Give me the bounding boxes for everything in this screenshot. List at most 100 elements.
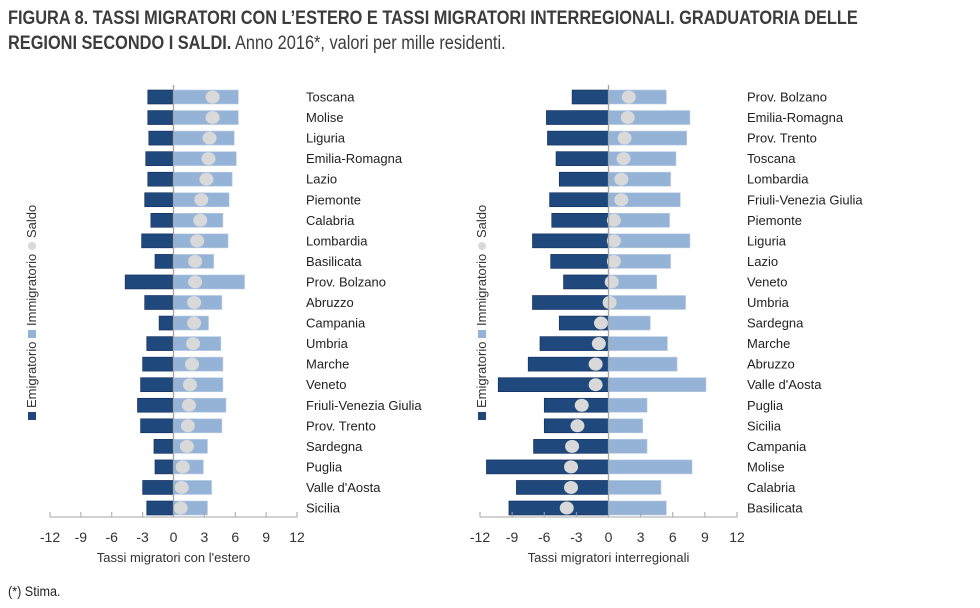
bar-immigratorio — [173, 418, 223, 434]
x-tick-label: -12 — [470, 529, 490, 545]
dot-saldo — [594, 316, 609, 330]
bar-immigratorio — [173, 397, 227, 413]
category-label: Valle d'Aosta — [747, 377, 822, 392]
bar-row: Umbria — [532, 295, 790, 310]
bar-row: Liguria — [532, 233, 787, 249]
legend-swatch-immigratorio — [478, 330, 486, 338]
bar-emigratorio — [549, 192, 609, 208]
category-label: Toscana — [306, 90, 355, 105]
bar-row: Umbria — [146, 336, 349, 351]
category-label: Marche — [747, 336, 790, 351]
bar-row: Prov. Trento — [547, 130, 817, 146]
dot-saldo — [194, 193, 209, 207]
bar-emigratorio — [148, 130, 174, 146]
legend-label: Immigratorio — [474, 254, 489, 326]
bar-emigratorio — [486, 459, 609, 475]
bar-emigratorio — [154, 459, 174, 475]
bar-emigratorio — [532, 233, 609, 249]
x-tick-label: 12 — [289, 529, 305, 545]
bar-emigratorio — [516, 480, 609, 495]
bar-emigratorio — [140, 418, 174, 434]
bar-immigratorio — [608, 356, 678, 372]
bar-row: Sardegna — [153, 439, 363, 454]
category-label: Sardegna — [306, 439, 363, 454]
bar-emigratorio — [558, 171, 609, 187]
x-tick-label: -3 — [136, 529, 149, 545]
x-axis-label: Tassi migratori interregionali — [528, 550, 690, 565]
dot-saldo — [574, 398, 589, 412]
category-label: Prov. Bolzano — [306, 274, 386, 289]
dot-saldo — [205, 90, 220, 104]
legend-label: Saldo — [24, 205, 39, 238]
legend-item: Immigratorio — [474, 254, 489, 338]
category-label: Sicilia — [306, 501, 341, 516]
x-tick-label: 3 — [200, 529, 208, 545]
dot-saldo — [175, 460, 190, 474]
bar-row: Abruzzo — [144, 295, 354, 310]
dot-saldo — [174, 480, 189, 494]
bar-row: Abruzzo — [527, 356, 795, 372]
category-label: Abruzzo — [747, 357, 795, 372]
bar-emigratorio — [141, 233, 174, 249]
category-label: Toscana — [747, 151, 796, 166]
bar-emigratorio — [144, 295, 174, 310]
bar-emigratorio — [146, 336, 174, 351]
bar-row: Puglia — [543, 398, 784, 413]
category-label: Veneto — [747, 274, 788, 289]
dot-saldo — [620, 111, 635, 125]
x-axis-label: Tassi migratori con l'estero — [97, 550, 250, 565]
category-label: Calabria — [306, 213, 355, 228]
bar-row: Sardegna — [558, 316, 804, 331]
dot-saldo — [588, 378, 603, 392]
bar-immigratorio — [608, 377, 707, 393]
bar-row: Piemonte — [144, 192, 361, 207]
dot-saldo — [181, 398, 196, 412]
category-label: Lombardia — [306, 233, 368, 248]
category-label: Prov. Trento — [747, 131, 817, 146]
legend-swatch-saldo — [28, 242, 36, 250]
dot-saldo — [202, 131, 217, 145]
dot-saldo — [182, 378, 197, 392]
category-label: Lombardia — [747, 172, 809, 187]
bar-emigratorio — [142, 356, 174, 372]
bar-emigratorio — [137, 397, 174, 413]
dot-saldo — [617, 131, 632, 145]
bar-emigratorio — [550, 254, 609, 269]
category-label: Liguria — [747, 233, 787, 248]
category-label: Puglia — [306, 459, 343, 474]
bar-row: Toscana — [555, 151, 796, 166]
dot-saldo — [606, 254, 621, 268]
dot-saldo — [180, 419, 195, 433]
dot-saldo — [621, 90, 636, 104]
bar-emigratorio — [147, 110, 174, 125]
dot-saldo — [188, 275, 203, 289]
bar-row: Campania — [158, 316, 366, 331]
legend-swatch-emigratorio — [478, 412, 486, 420]
dot-saldo — [564, 480, 579, 494]
x-tick-label: 9 — [262, 529, 270, 545]
legend-swatch-saldo — [478, 242, 486, 250]
dot-saldo — [614, 193, 629, 207]
category-label: Campania — [306, 316, 366, 331]
bar-row: Calabria — [150, 213, 355, 228]
bar-row: Sicilia — [146, 501, 341, 516]
category-label: Lazio — [306, 172, 337, 187]
bar-row: Calabria — [516, 480, 796, 495]
bar-emigratorio — [547, 130, 609, 146]
bar-row: Sicilia — [543, 418, 782, 434]
bar-emigratorio — [147, 171, 174, 187]
legend-swatch-emigratorio — [28, 412, 36, 420]
bar-row: Lazio — [550, 254, 778, 269]
legend-swatch-immigratorio — [28, 330, 36, 338]
bar-row: Veneto — [563, 274, 788, 289]
bar-immigratorio — [608, 418, 644, 434]
dot-saldo — [199, 172, 214, 186]
category-label: Prov. Trento — [306, 418, 376, 433]
footnote: (*) Stima. — [8, 583, 61, 599]
bar-emigratorio — [140, 377, 174, 393]
bar-emigratorio — [153, 439, 174, 454]
bar-immigratorio — [608, 439, 648, 454]
dot-saldo — [570, 419, 585, 433]
category-label: Veneto — [306, 377, 347, 392]
dot-saldo — [602, 296, 617, 309]
